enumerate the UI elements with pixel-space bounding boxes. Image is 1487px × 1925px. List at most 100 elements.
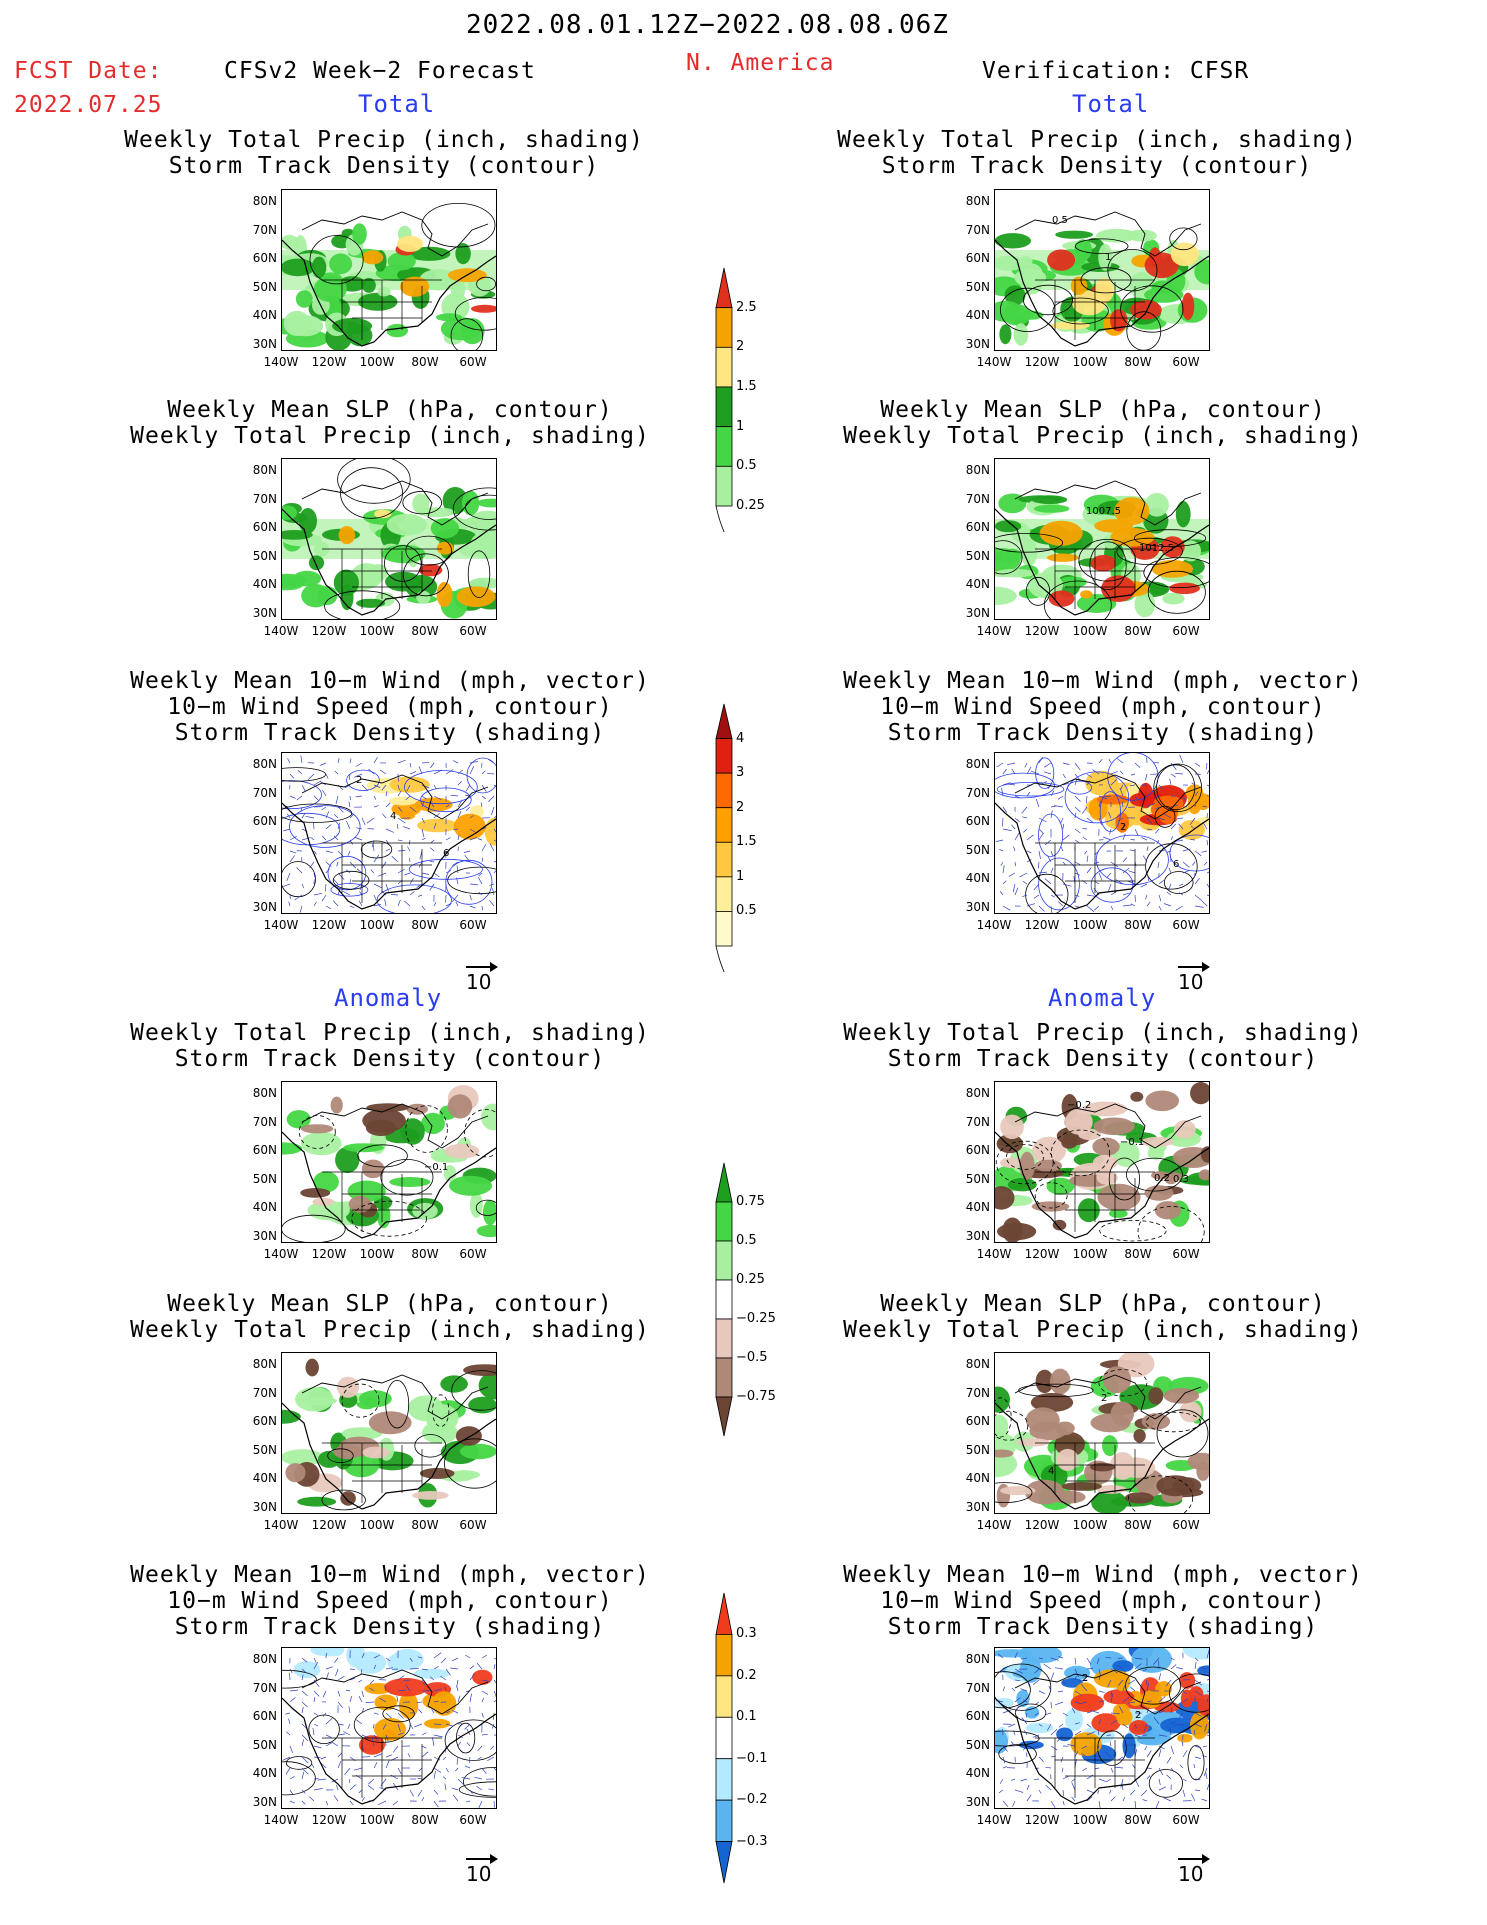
wind-vector bbox=[469, 1665, 475, 1670]
colorbar-swatch bbox=[715, 1279, 733, 1320]
wind-vector bbox=[391, 855, 399, 863]
contour-line bbox=[1098, 1369, 1148, 1397]
wind-vector bbox=[409, 762, 412, 768]
wind-vector bbox=[421, 761, 430, 764]
wind-vector bbox=[1146, 817, 1153, 825]
wind-vector bbox=[433, 872, 440, 878]
wind-vector bbox=[492, 888, 495, 896]
contour-line bbox=[421, 203, 496, 248]
wind-vector bbox=[1050, 850, 1054, 857]
lon-tick-label: 140W bbox=[976, 918, 1012, 932]
contour-line bbox=[403, 553, 450, 597]
wind-vector bbox=[451, 1657, 459, 1662]
wind-vector bbox=[337, 1701, 343, 1709]
wind-vector bbox=[1050, 1672, 1055, 1681]
lon-tick-label: 120W bbox=[311, 624, 347, 638]
wind-vector bbox=[396, 1695, 399, 1703]
wind-vector bbox=[1098, 800, 1101, 808]
shading-cell bbox=[348, 1195, 372, 1213]
wind-vector bbox=[1098, 1675, 1101, 1681]
period-title: 2022.08.01.12Z−2022.08.08.06Z bbox=[466, 10, 949, 40]
wind-vector bbox=[1194, 877, 1200, 885]
wind-vector bbox=[294, 894, 303, 901]
lat-tick-label: 30N bbox=[252, 1794, 277, 1809]
wind-vector bbox=[1106, 872, 1112, 878]
wind-vector bbox=[429, 883, 435, 891]
wind-vector bbox=[1158, 1734, 1168, 1737]
wind-vector bbox=[1050, 1745, 1058, 1751]
wind-vector bbox=[1098, 1718, 1101, 1725]
wind-vector bbox=[1062, 782, 1070, 786]
wind-vector bbox=[481, 762, 483, 768]
wind-vector bbox=[445, 902, 452, 907]
wind-vector bbox=[361, 1745, 365, 1753]
wind-vector bbox=[285, 1767, 291, 1775]
wind-vector bbox=[1021, 1717, 1028, 1725]
wind-vector bbox=[310, 837, 315, 841]
lon-tick-label: 80W bbox=[1124, 624, 1152, 638]
state-borders bbox=[1035, 842, 1155, 903]
wind-vector bbox=[417, 894, 423, 897]
shading-cell bbox=[1190, 1082, 1209, 1105]
wind-vector bbox=[1057, 901, 1064, 907]
wind-vector bbox=[336, 861, 339, 867]
shading-cell bbox=[440, 1375, 468, 1393]
colorbar-swatch bbox=[715, 1318, 733, 1359]
wind-vector bbox=[1002, 817, 1004, 827]
wind-vector bbox=[361, 1797, 365, 1802]
shading-cell bbox=[368, 564, 388, 581]
contour-label: 0.3 bbox=[1173, 1174, 1189, 1185]
wind-vector bbox=[1086, 855, 1089, 863]
wind-vector bbox=[1086, 1796, 1093, 1802]
wind-vector bbox=[1163, 1797, 1172, 1802]
lat-tick-label: 50N bbox=[252, 1737, 277, 1752]
lon-tick-label: 60W bbox=[1172, 1518, 1200, 1532]
wind-vector bbox=[322, 1712, 327, 1717]
contour-line bbox=[1134, 529, 1207, 547]
shading-cell bbox=[1148, 1387, 1164, 1405]
wind-vector bbox=[433, 1666, 439, 1670]
wind-vector bbox=[313, 1745, 322, 1749]
shading-cell bbox=[389, 796, 417, 806]
lat-tick-label: 50N bbox=[965, 1442, 990, 1457]
contour-line bbox=[384, 545, 422, 582]
wind-vector bbox=[469, 905, 476, 909]
wind-vector bbox=[334, 770, 339, 775]
wind-vector bbox=[384, 1685, 387, 1692]
wind-vector bbox=[313, 1712, 319, 1717]
shading-cell bbox=[1092, 1154, 1118, 1171]
wind-vector bbox=[334, 1657, 339, 1663]
wind-vector bbox=[346, 820, 351, 830]
wind-vector bbox=[342, 890, 351, 896]
wind-vector bbox=[381, 784, 387, 791]
shading-cell bbox=[1096, 1170, 1118, 1185]
shading-cell bbox=[1070, 1693, 1105, 1713]
wind-vector bbox=[493, 1664, 496, 1670]
wind-vector bbox=[1146, 1708, 1149, 1714]
lon-tick-label: 100W bbox=[359, 918, 395, 932]
lon-tick-label: 80W bbox=[411, 624, 439, 638]
wind-vector bbox=[1145, 894, 1148, 900]
shading-cell bbox=[300, 1124, 334, 1134]
contour-label: 2 bbox=[1135, 1710, 1141, 1721]
wind-vector bbox=[301, 1767, 309, 1775]
wind-vector bbox=[444, 1686, 447, 1692]
wind-vector bbox=[343, 1731, 351, 1736]
wind-vector bbox=[466, 1800, 471, 1803]
wind-vector bbox=[1176, 1667, 1184, 1670]
wind-vector bbox=[999, 890, 1004, 896]
wind-vector bbox=[1182, 870, 1190, 874]
wind-vector bbox=[1118, 1679, 1124, 1686]
lat-tick-label: 80N bbox=[252, 757, 277, 771]
contour-line bbox=[340, 467, 403, 519]
wind-vector bbox=[373, 1762, 378, 1769]
contour-label: 4 bbox=[1048, 1466, 1054, 1477]
wind-vector bbox=[289, 855, 295, 863]
wind-vector bbox=[1158, 784, 1163, 790]
coastline bbox=[995, 1697, 1209, 1805]
wind-vector bbox=[1034, 1778, 1040, 1780]
wind-vector bbox=[1086, 1711, 1092, 1714]
wind-vector bbox=[325, 868, 330, 874]
wind-vector bbox=[1110, 771, 1118, 775]
shading-cell bbox=[301, 584, 331, 608]
